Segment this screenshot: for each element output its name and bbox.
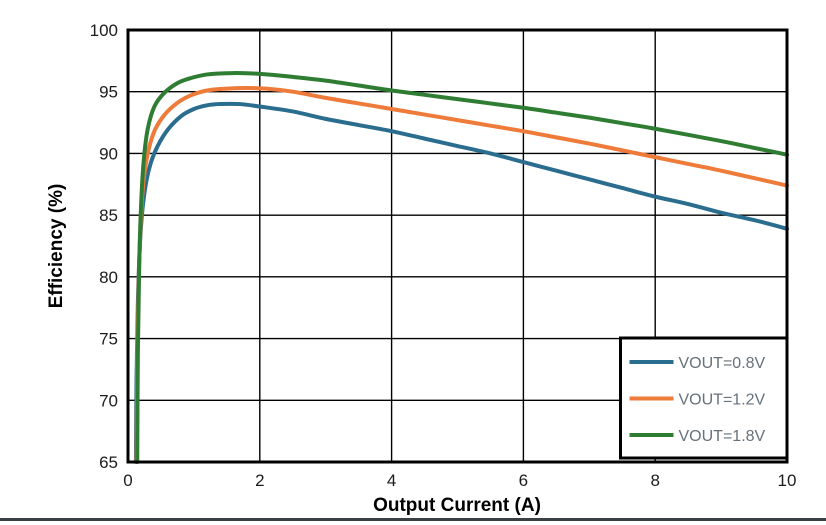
x-tick-label: 6 — [519, 471, 528, 490]
legend: VOUT=0.8V VOUT=1.2V VOUT=1.8V — [619, 336, 789, 460]
legend-label: VOUT=1.8V — [679, 428, 766, 445]
y-tick-label: 65 — [99, 453, 118, 472]
x-tick-label: 0 — [123, 471, 132, 490]
y-tick-label: 85 — [99, 206, 118, 225]
x-tick-label: 2 — [255, 471, 264, 490]
y-tick-label: 100 — [90, 21, 118, 40]
y-axis-title: Efficiency (%) — [46, 184, 67, 309]
series-line-vout-0.8v — [133, 101, 789, 464]
y-tick-label: 80 — [99, 268, 118, 287]
axis-tick-labels: 0 2 4 6 8 10 65 70 75 80 85 90 95 100 — [90, 21, 797, 490]
x-tick-label: 8 — [650, 471, 659, 490]
x-tick-label: 10 — [778, 471, 797, 490]
legend-label: VOUT=0.8V — [679, 355, 766, 372]
gridlines — [128, 30, 787, 462]
plot-border — [126, 28, 789, 464]
y-tick-label: 75 — [99, 330, 118, 349]
y-tick-label: 90 — [99, 144, 118, 163]
series-curves — [133, 71, 789, 464]
y-tick-label: 70 — [99, 391, 118, 410]
bottom-divider — [0, 518, 826, 521]
legend-label: VOUT=1.2V — [679, 392, 766, 409]
series-line-vout-1.8v — [135, 71, 789, 464]
series-line-vout-1.2v — [134, 86, 789, 464]
x-tick-label: 4 — [387, 471, 396, 490]
x-axis-title: Output Current (A) — [373, 495, 541, 516]
y-tick-label: 95 — [99, 83, 118, 102]
